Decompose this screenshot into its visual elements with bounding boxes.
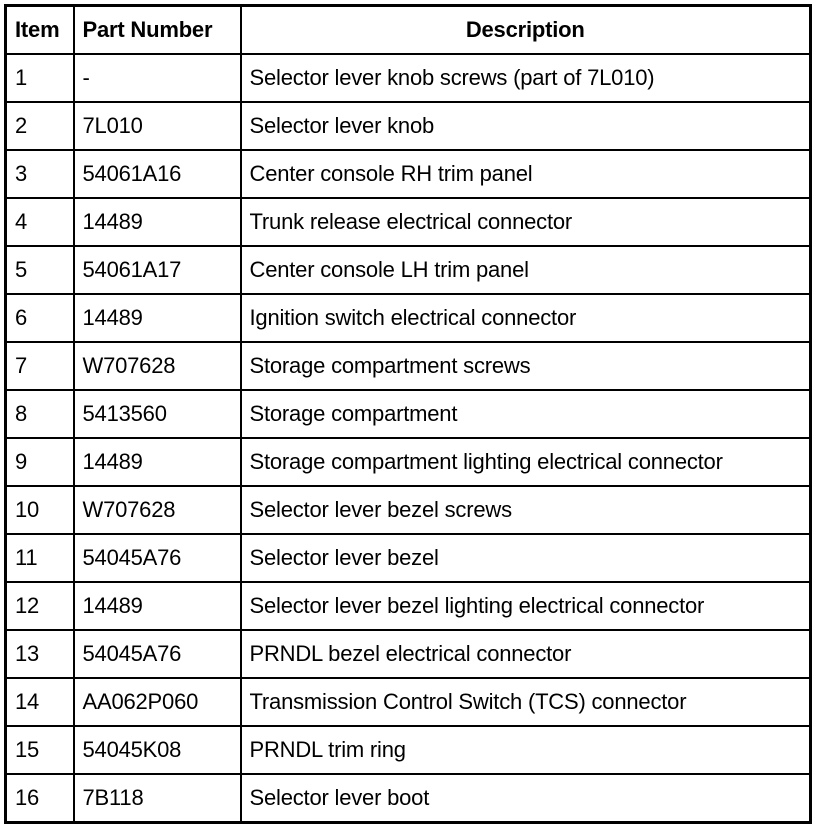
cell-item: 9 xyxy=(4,437,75,487)
cell-part-number: 5413560 xyxy=(72,389,242,439)
cell-description: PRNDL trim ring xyxy=(239,725,812,775)
header-row: Item Part Number Description xyxy=(4,4,812,55)
table-row: 8 5413560 Storage compartment xyxy=(4,389,812,439)
table-row: 9 14489 Storage compartment lighting elect… xyxy=(4,437,812,487)
header-item: Item xyxy=(4,4,75,55)
cell-part-number: 14489 xyxy=(72,581,242,631)
cell-part-number: AA062P060 xyxy=(72,677,242,727)
table-row: 3 54061A16 Center console RH trim panel xyxy=(4,149,812,199)
cell-part-number: 7L010 xyxy=(72,101,242,151)
table-row: 6 14489 Ignition switch electrical connect… xyxy=(4,293,812,343)
table-row: 13 54045A76 PRNDL bezel electrical connect… xyxy=(4,629,812,679)
cell-item: 10 xyxy=(4,485,75,535)
cell-item: 5 xyxy=(4,245,75,295)
cell-description: PRNDL bezel electrical connector xyxy=(239,629,812,679)
cell-description: Selector lever boot xyxy=(239,773,812,824)
cell-description: Ignition switch electrical connector xyxy=(239,293,812,343)
header-part-number: Part Number xyxy=(72,4,242,55)
cell-item: 13 xyxy=(4,629,75,679)
cell-part-number: 14489 xyxy=(72,197,242,247)
table-row: 15 54045K08 PRNDL trim ring xyxy=(4,725,812,775)
cell-part-number: 54061A16 xyxy=(72,149,242,199)
cell-description: Transmission Control Switch (TCS) connec… xyxy=(239,677,812,727)
cell-part-number: W707628 xyxy=(72,341,242,391)
cell-description: Selector lever bezel lighting electrical… xyxy=(239,581,812,631)
parts-table: Item Part Number Description 1- Selector … xyxy=(4,4,812,824)
cell-part-number: W707628 xyxy=(72,485,242,535)
cell-part-number: 14489 xyxy=(72,437,242,487)
cell-description: Storage compartment lighting electrical … xyxy=(239,437,812,487)
cell-description: Center console LH trim panel xyxy=(239,245,812,295)
table-row: 11 54045A76 Selector lever bezel xyxy=(4,533,812,583)
cell-item: 6 xyxy=(4,293,75,343)
cell-part-number: 7B118 xyxy=(72,773,242,824)
cell-description: Center console RH trim panel xyxy=(239,149,812,199)
table-body: 1- Selector lever knob screws (part of 7L… xyxy=(4,53,812,824)
cell-item: 2 xyxy=(4,101,75,151)
cell-part-number: 54061A17 xyxy=(72,245,242,295)
table-row: 4 14489 Trunk release electrical connector xyxy=(4,197,812,247)
table-row: 1- Selector lever knob screws (part of 7L… xyxy=(4,53,812,103)
cell-description: Trunk release electrical connector xyxy=(239,197,812,247)
cell-item: 11 xyxy=(4,533,75,583)
cell-description: Selector lever knob screws (part of 7L01… xyxy=(239,53,812,103)
cell-part-number: 54045A76 xyxy=(72,629,242,679)
cell-item: 1 xyxy=(4,53,75,103)
table-row: 14 AA062P060 Transmission Control Switch (… xyxy=(4,677,812,727)
cell-item: 3 xyxy=(4,149,75,199)
cell-item: 12 xyxy=(4,581,75,631)
cell-item: 7 xyxy=(4,341,75,391)
table-row: 16 7B118 Selector lever boot xyxy=(4,773,812,824)
cell-item: 8 xyxy=(4,389,75,439)
cell-description: Selector lever knob xyxy=(239,101,812,151)
table-row: 10 W707628 Selector lever bezel screws xyxy=(4,485,812,535)
cell-part-number: 14489 xyxy=(72,293,242,343)
table-row: 7 W707628 Storage compartment screws xyxy=(4,341,812,391)
table-row: 5 54061A17 Center console LH trim panel xyxy=(4,245,812,295)
cell-item: 4 xyxy=(4,197,75,247)
cell-item: 15 xyxy=(4,725,75,775)
header-description: Description xyxy=(239,4,812,55)
cell-part-number: 54045A76 xyxy=(72,533,242,583)
table-row: 12 14489 Selector lever bezel lighting ele… xyxy=(4,581,812,631)
cell-description: Storage compartment xyxy=(239,389,812,439)
table-row: 2 7L010 Selector lever knob xyxy=(4,101,812,151)
cell-part-number: 54045K08 xyxy=(72,725,242,775)
cell-description: Selector lever bezel xyxy=(239,533,812,583)
cell-part-number: - xyxy=(72,53,242,103)
cell-item: 16 xyxy=(4,773,75,824)
cell-item: 14 xyxy=(4,677,75,727)
cell-description: Storage compartment screws xyxy=(239,341,812,391)
cell-description: Selector lever bezel screws xyxy=(239,485,812,535)
